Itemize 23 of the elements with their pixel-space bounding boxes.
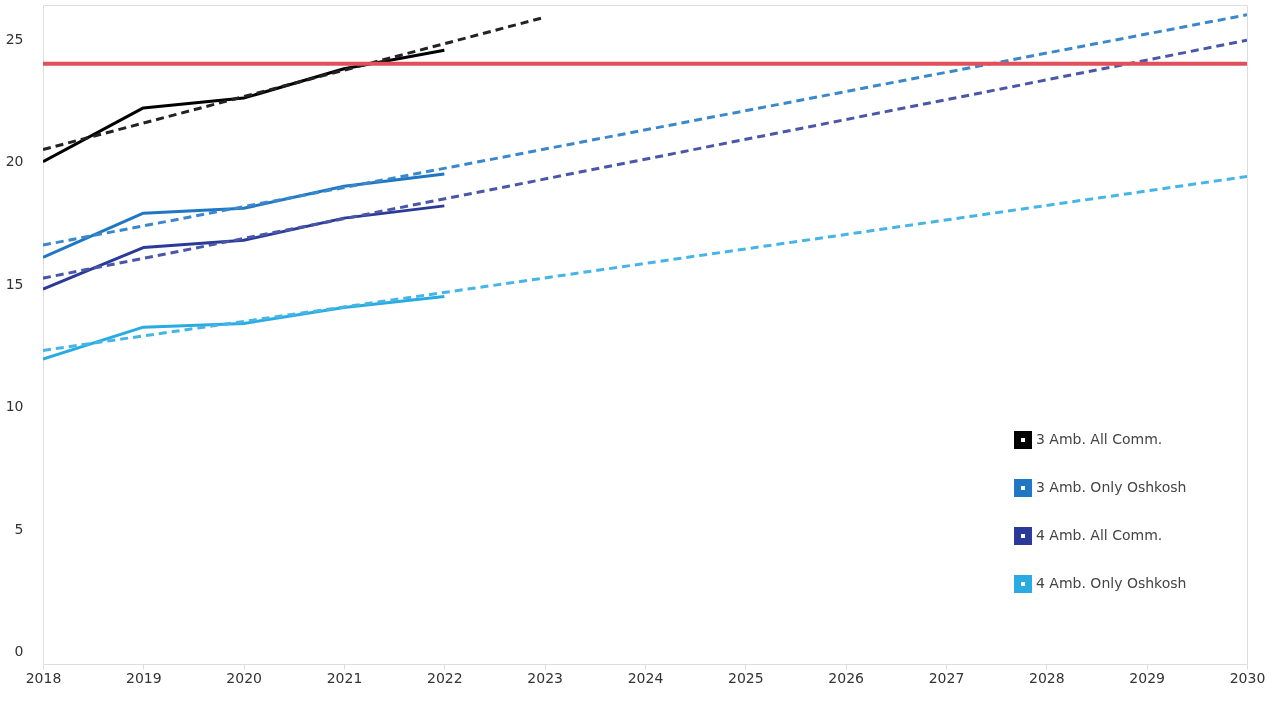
x-tick-label: 2026: [828, 669, 865, 686]
legend-label: 3 Amb. All Comm.: [1036, 431, 1163, 447]
y-tick-label: 5: [14, 520, 24, 537]
x-tick-label: 2029: [1129, 669, 1165, 686]
x-tick-label: 2027: [928, 669, 965, 686]
x-tick-label: 2023: [527, 669, 563, 686]
y-tick-label: 20: [5, 153, 24, 170]
y-tick-label: 10: [5, 398, 24, 415]
x-tick-label: 2021: [326, 669, 363, 686]
y-tick-label: 25: [5, 30, 24, 47]
x-tick-label: 2028: [1029, 669, 1065, 686]
x-tick-label: 2022: [427, 669, 463, 686]
y-tick-label: 0: [14, 643, 24, 660]
x-tick-label: 2025: [728, 669, 764, 686]
x-tick-label: 2030: [1229, 669, 1266, 686]
legend-label: 4 Amb. All Comm.: [1036, 527, 1163, 543]
x-tick-label: 2020: [226, 669, 262, 686]
x-tick-label: 2019: [126, 669, 162, 686]
legend-label: 3 Amb. Only Oshkosh: [1036, 479, 1187, 495]
x-tick-label: 2024: [627, 669, 664, 686]
legend-label: 4 Amb. Only Oshkosh: [1036, 575, 1187, 591]
x-tick-label: 2018: [25, 669, 62, 686]
y-tick-label: 15: [5, 275, 24, 292]
